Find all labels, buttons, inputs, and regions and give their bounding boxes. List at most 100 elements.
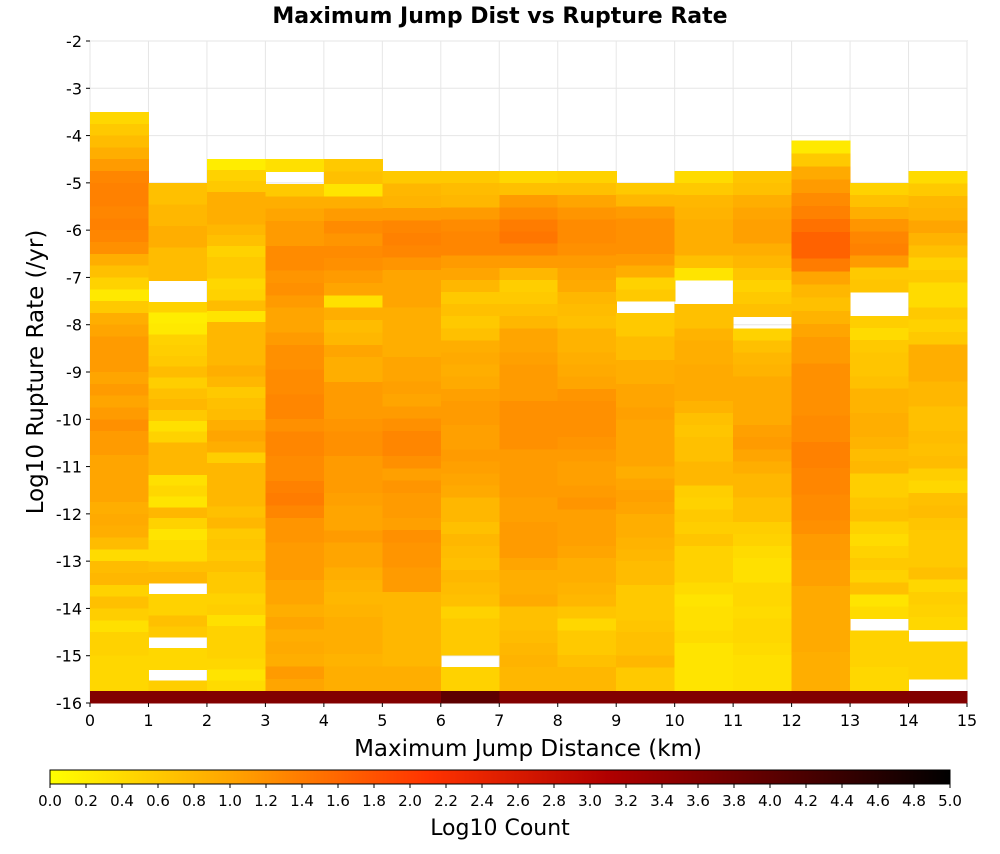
heatmap-cell xyxy=(382,468,442,482)
heatmap-cell xyxy=(616,206,676,219)
heatmap-cell xyxy=(382,344,442,358)
heatmap-cell xyxy=(440,606,500,620)
heatmap-cell xyxy=(557,304,617,317)
colorbar-tick-label: 1.6 xyxy=(326,792,350,810)
heatmap-cell xyxy=(440,207,500,221)
heatmap-cell xyxy=(382,666,442,680)
heatmap-cell xyxy=(148,345,208,357)
heatmap-cell xyxy=(674,630,734,644)
heatmap-cell xyxy=(733,691,793,704)
heatmap-cell xyxy=(206,528,266,540)
heatmap-cell xyxy=(90,502,150,515)
heatmap-cell xyxy=(499,364,559,378)
heatmap-cell xyxy=(265,183,325,197)
heatmap-cell xyxy=(206,289,266,301)
heatmap-cell xyxy=(850,473,910,487)
heatmap-cell xyxy=(791,560,851,574)
heatmap-cell xyxy=(148,431,208,444)
heatmap-cell xyxy=(206,398,266,410)
heatmap-cell xyxy=(499,304,559,317)
heatmap-cell xyxy=(557,291,617,305)
heatmap-cell xyxy=(674,352,734,366)
heatmap-cell xyxy=(440,642,500,656)
heatmap-cell xyxy=(850,509,910,523)
heatmap-cell xyxy=(323,295,383,309)
heatmap-cell xyxy=(791,284,851,299)
colorbar-tick-label: 0.2 xyxy=(74,792,98,810)
colorbar xyxy=(49,769,951,785)
heatmap-cell xyxy=(791,651,851,666)
heatmap-cell xyxy=(616,691,676,704)
heatmap-cell xyxy=(265,616,325,630)
heatmap-cell xyxy=(616,584,676,598)
heatmap-cell xyxy=(850,243,910,257)
y-tick-label: -16 xyxy=(56,694,82,713)
heatmap-cell xyxy=(90,584,150,598)
heatmap-cell xyxy=(674,437,734,450)
heatmap-cell xyxy=(265,641,325,655)
heatmap-cell xyxy=(265,431,325,445)
colorbar-tick-label: 2.0 xyxy=(398,792,422,810)
colorbar-tick-label: 4.6 xyxy=(866,792,890,810)
heatmap-cell xyxy=(733,400,793,414)
heatmap-cell xyxy=(148,474,208,487)
heatmap-cell xyxy=(265,666,325,680)
heatmap-cell xyxy=(206,441,266,453)
heatmap-cell xyxy=(616,253,676,267)
heatmap-cell xyxy=(440,340,500,354)
heatmap-cell xyxy=(908,493,968,507)
heatmap-cell xyxy=(90,572,150,586)
heatmap-cell xyxy=(791,455,851,469)
heatmap-cell xyxy=(265,517,325,531)
heatmap-cell xyxy=(674,642,734,656)
heatmap-cell xyxy=(850,691,910,704)
heatmap-cell xyxy=(148,647,208,660)
y-tick-label: -14 xyxy=(56,599,82,618)
heatmap-cell xyxy=(674,316,734,329)
heatmap-cell xyxy=(674,328,734,341)
heatmap-cell xyxy=(382,294,442,308)
heatmap-cell xyxy=(850,424,910,438)
heatmap-cell xyxy=(908,554,968,568)
heatmap-cell xyxy=(674,691,734,704)
heatmap-cell xyxy=(382,431,442,445)
heatmap-cell xyxy=(557,582,617,596)
heatmap-cell xyxy=(206,159,266,171)
heatmap-cell xyxy=(733,207,793,221)
heatmap-cell xyxy=(440,570,500,583)
heatmap-cell xyxy=(90,241,150,255)
heatmap-cell xyxy=(499,412,559,426)
heatmap-cell xyxy=(382,369,442,383)
heatmap-cell xyxy=(148,420,208,433)
heatmap-cell xyxy=(908,393,968,407)
heatmap-cell xyxy=(850,194,910,208)
heatmap-cell xyxy=(323,307,383,321)
heatmap-cell xyxy=(557,461,617,475)
colorbar-tick-label: 0.6 xyxy=(146,792,170,810)
heatmap-cell xyxy=(733,267,793,281)
heatmap-cell xyxy=(557,558,617,571)
x-tick-label: 0 xyxy=(85,711,95,730)
heatmap-cell xyxy=(323,517,383,531)
heatmap-cell xyxy=(148,680,208,692)
heatmap-cell xyxy=(616,620,676,633)
heatmap-cell xyxy=(674,497,734,511)
heatmap-cell xyxy=(557,425,617,438)
heatmap-cell xyxy=(265,245,325,259)
heatmap-cell xyxy=(148,507,208,519)
heatmap-cell xyxy=(733,425,793,438)
heatmap-cell xyxy=(440,594,500,608)
heatmap-cell xyxy=(206,235,266,247)
heatmap-cell xyxy=(499,352,559,366)
x-tick-label: 11 xyxy=(723,711,743,730)
heatmap-cell xyxy=(733,461,793,475)
heatmap-cell xyxy=(90,301,150,314)
heatmap-cell xyxy=(265,592,325,606)
heatmap-cell xyxy=(674,255,734,269)
heatmap-cell xyxy=(382,616,442,630)
heatmap-cell xyxy=(440,291,500,305)
heatmap-cell xyxy=(616,513,676,527)
heatmap-cell xyxy=(850,461,910,474)
heatmap-cell xyxy=(440,304,500,317)
